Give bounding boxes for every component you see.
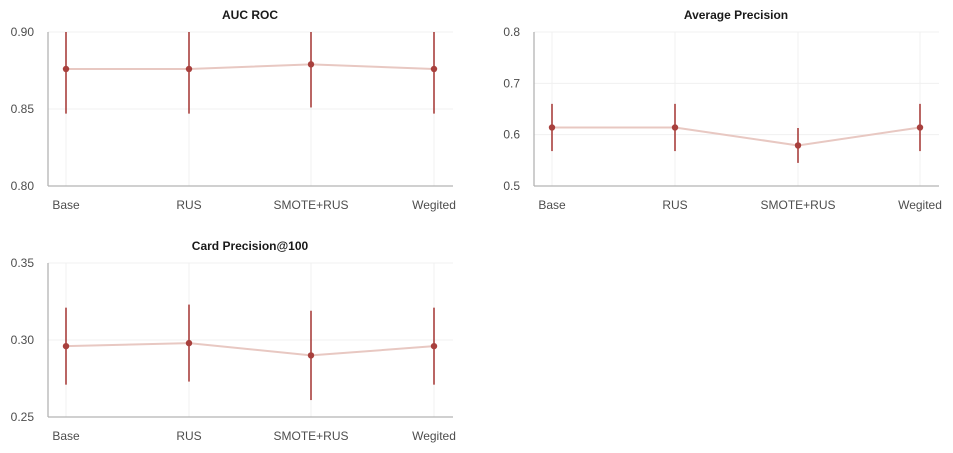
data-point [430, 342, 438, 350]
y-tick-label: 0.25 [11, 410, 35, 424]
y-tick-label: 0.7 [503, 76, 520, 90]
x-tick-label: Base [52, 429, 80, 443]
x-tick-label: SMOTE+RUS [273, 429, 348, 443]
y-tick-label: 0.90 [11, 25, 35, 39]
data-point [430, 65, 438, 73]
x-tick-label: SMOTE+RUS [273, 198, 348, 212]
x-tick-label: Base [538, 198, 566, 212]
x-tick-label: RUS [176, 429, 201, 443]
series-line [552, 126, 921, 147]
data-point [548, 124, 556, 131]
y-tick-label: 0.80 [11, 179, 35, 193]
data-point [307, 61, 315, 68]
y-tick-label: 0.30 [11, 333, 35, 347]
y-tick-label: 0.5 [503, 179, 520, 193]
y-tick-label: 0.35 [11, 256, 35, 270]
y-tick-label: 0.6 [503, 128, 520, 142]
data-point [185, 339, 193, 347]
x-tick-label: RUS [176, 198, 201, 212]
data-point [307, 352, 315, 359]
data-point [185, 65, 193, 73]
series-line [66, 63, 435, 70]
data-point [794, 142, 802, 149]
x-tick-label: Wegited [898, 198, 942, 212]
x-tick-label: RUS [662, 198, 687, 212]
y-tick-label: 0.85 [11, 102, 35, 116]
data-point [916, 124, 924, 131]
series-line [65, 342, 435, 357]
data-point [62, 65, 70, 73]
x-tick-label: Wegited [412, 198, 456, 212]
x-tick-label: Base [52, 198, 80, 212]
x-tick-label: SMOTE+RUS [760, 198, 835, 212]
x-tick-label: Wegited [412, 429, 456, 443]
panel-title: Card Precision@100 [192, 239, 309, 253]
panel-title: AUC ROC [222, 8, 278, 22]
data-point [671, 124, 679, 131]
y-tick-label: 0.8 [503, 25, 520, 39]
panel-title: Average Precision [684, 8, 788, 22]
panel-card-precision: Card Precision@100 0.25 0.30 0.35 Base RUS SM… [11, 239, 456, 443]
panel-average-precision: Average Precision 0.5 0.6 0.7 0.8 Base RUS SMO… [503, 8, 942, 212]
data-point [62, 342, 70, 350]
panel-auc-roc: AUC ROC 0.80 0.85 0.90 Base RUS SMOTE+RUS Wegi… [11, 8, 456, 212]
